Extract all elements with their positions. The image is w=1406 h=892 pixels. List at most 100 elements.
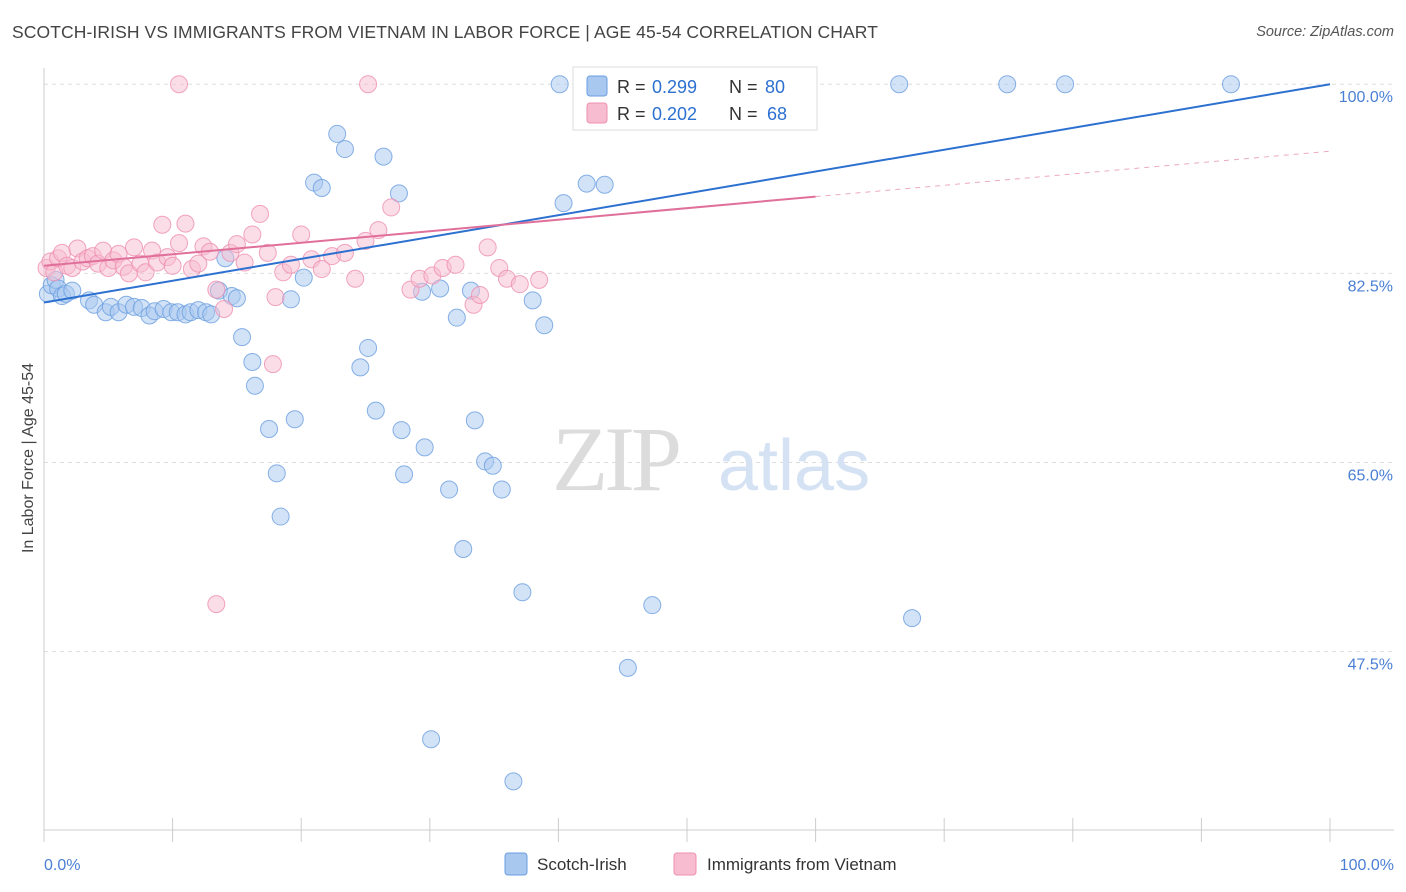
trend-line-vietnam-extension — [815, 150, 1331, 198]
legend-n-value-2: 68 — [767, 104, 787, 124]
scatter-point — [415, 438, 434, 457]
scatter-point — [454, 539, 473, 558]
chart-title: SCOTCH-IRISH VS IMMIGRANTS FROM VIETNAM … — [12, 22, 879, 42]
y-tick-label: 100.0% — [1339, 89, 1393, 106]
y-tick-label: 65.0% — [1348, 468, 1393, 485]
scatter-point — [504, 772, 523, 791]
scatter-point — [440, 480, 459, 499]
scatter-point — [903, 609, 922, 628]
legend-n-value-1: 80 — [765, 77, 785, 97]
y-axis-label: In Labor Force | Age 45-54 — [20, 363, 37, 553]
scatter-point — [1221, 75, 1240, 94]
scatter-point — [554, 194, 573, 213]
scatter-point — [243, 352, 262, 371]
y-tick-label: 47.5% — [1348, 657, 1393, 674]
scatter-point — [618, 658, 637, 677]
scatter-point — [392, 421, 411, 440]
scatter-point — [478, 238, 497, 257]
legend-r-label-2: R = — [617, 104, 651, 124]
vietnam-points — [37, 75, 549, 614]
scatter-point — [359, 75, 378, 94]
trend-line-vietnam — [43, 195, 816, 267]
legend-n-label-1: N = — [729, 77, 763, 97]
legend-swatch-blue — [586, 75, 608, 97]
scatter-point — [281, 290, 300, 309]
scatter-point — [577, 174, 596, 193]
scatter-point — [890, 75, 909, 94]
scatter-point — [189, 254, 208, 273]
trend-line-scotch-irish — [43, 83, 1331, 304]
scatter-point — [369, 221, 388, 240]
scatter-point — [312, 260, 331, 279]
scatter-point — [335, 140, 354, 159]
scatter-point — [550, 75, 569, 94]
scatter-point — [170, 234, 189, 253]
scatter-point — [227, 289, 246, 308]
scatter-point — [446, 255, 465, 274]
scatter-point — [483, 456, 502, 475]
legend-r-value-2: 0.202 — [652, 104, 697, 124]
scatter-point — [271, 507, 290, 526]
scatter-point — [359, 338, 378, 357]
scatter-point — [153, 215, 172, 234]
x-tick-label-min: 0.0% — [44, 857, 80, 874]
scatter-point — [227, 235, 246, 254]
scatter-point — [267, 464, 286, 483]
axes — [43, 68, 1394, 831]
scatter-point — [492, 480, 511, 499]
scatter-point — [292, 225, 311, 244]
scatter-point — [523, 291, 542, 310]
scatter-point — [395, 465, 414, 484]
scatter-point — [1056, 75, 1075, 94]
scatter-point — [294, 268, 313, 287]
scatter-point — [163, 256, 182, 275]
bottom-legend-swatch-pink — [673, 852, 697, 876]
scatter-point — [170, 75, 189, 94]
bottom-legend: Scotch-Irish Immigrants from Vietnam — [504, 852, 897, 876]
source-credit: Source: ZipAtlas.com — [1256, 24, 1394, 40]
scatter-point — [382, 198, 401, 217]
scatter-point — [266, 288, 285, 307]
scatter-point — [207, 595, 226, 614]
scatter-point — [207, 280, 226, 299]
bottom-legend-swatch-blue — [504, 852, 528, 876]
y-tick-label: 82.5% — [1348, 278, 1393, 295]
x-ticks — [43, 818, 1331, 842]
scatter-point — [260, 420, 279, 439]
scatter-point — [447, 308, 466, 327]
x-tick-label-max: 100.0% — [1340, 857, 1394, 874]
scatter-point — [535, 316, 554, 335]
scatter-point — [470, 285, 489, 304]
scatter-point — [176, 214, 195, 233]
scatter-point — [233, 328, 252, 347]
scatter-point — [530, 270, 549, 289]
bottom-legend-label-pink: Immigrants from Vietnam — [707, 855, 897, 874]
bottom-legend-label-blue: Scotch-Irish — [537, 855, 627, 874]
legend-r-value-1: 0.299 — [652, 77, 697, 97]
scatter-point — [63, 281, 82, 300]
scatter-point — [251, 204, 270, 223]
trend-lines — [43, 83, 1331, 304]
scatter-point — [136, 263, 155, 282]
scatter-point — [422, 730, 441, 749]
scatter-point — [258, 243, 277, 262]
scatter-point — [346, 269, 365, 288]
legend-box — [572, 66, 818, 131]
legend-n-label-2: N = — [729, 104, 763, 124]
scatter-point — [510, 275, 529, 294]
scatter-point — [465, 411, 484, 430]
scatter-point — [643, 596, 662, 615]
scatter-point — [312, 178, 331, 197]
scatter-point — [245, 376, 264, 395]
scatter-point — [366, 401, 385, 420]
watermark-atlas: atlas — [718, 426, 870, 506]
scatter-point — [215, 300, 234, 319]
scatter-point — [374, 147, 393, 166]
scatter-point — [389, 184, 408, 203]
scatter-point — [285, 410, 304, 429]
scatter-point — [328, 124, 347, 143]
legend-r-label-1: R = — [617, 77, 651, 97]
scatter-point — [998, 75, 1017, 94]
scatter-point — [125, 238, 144, 257]
